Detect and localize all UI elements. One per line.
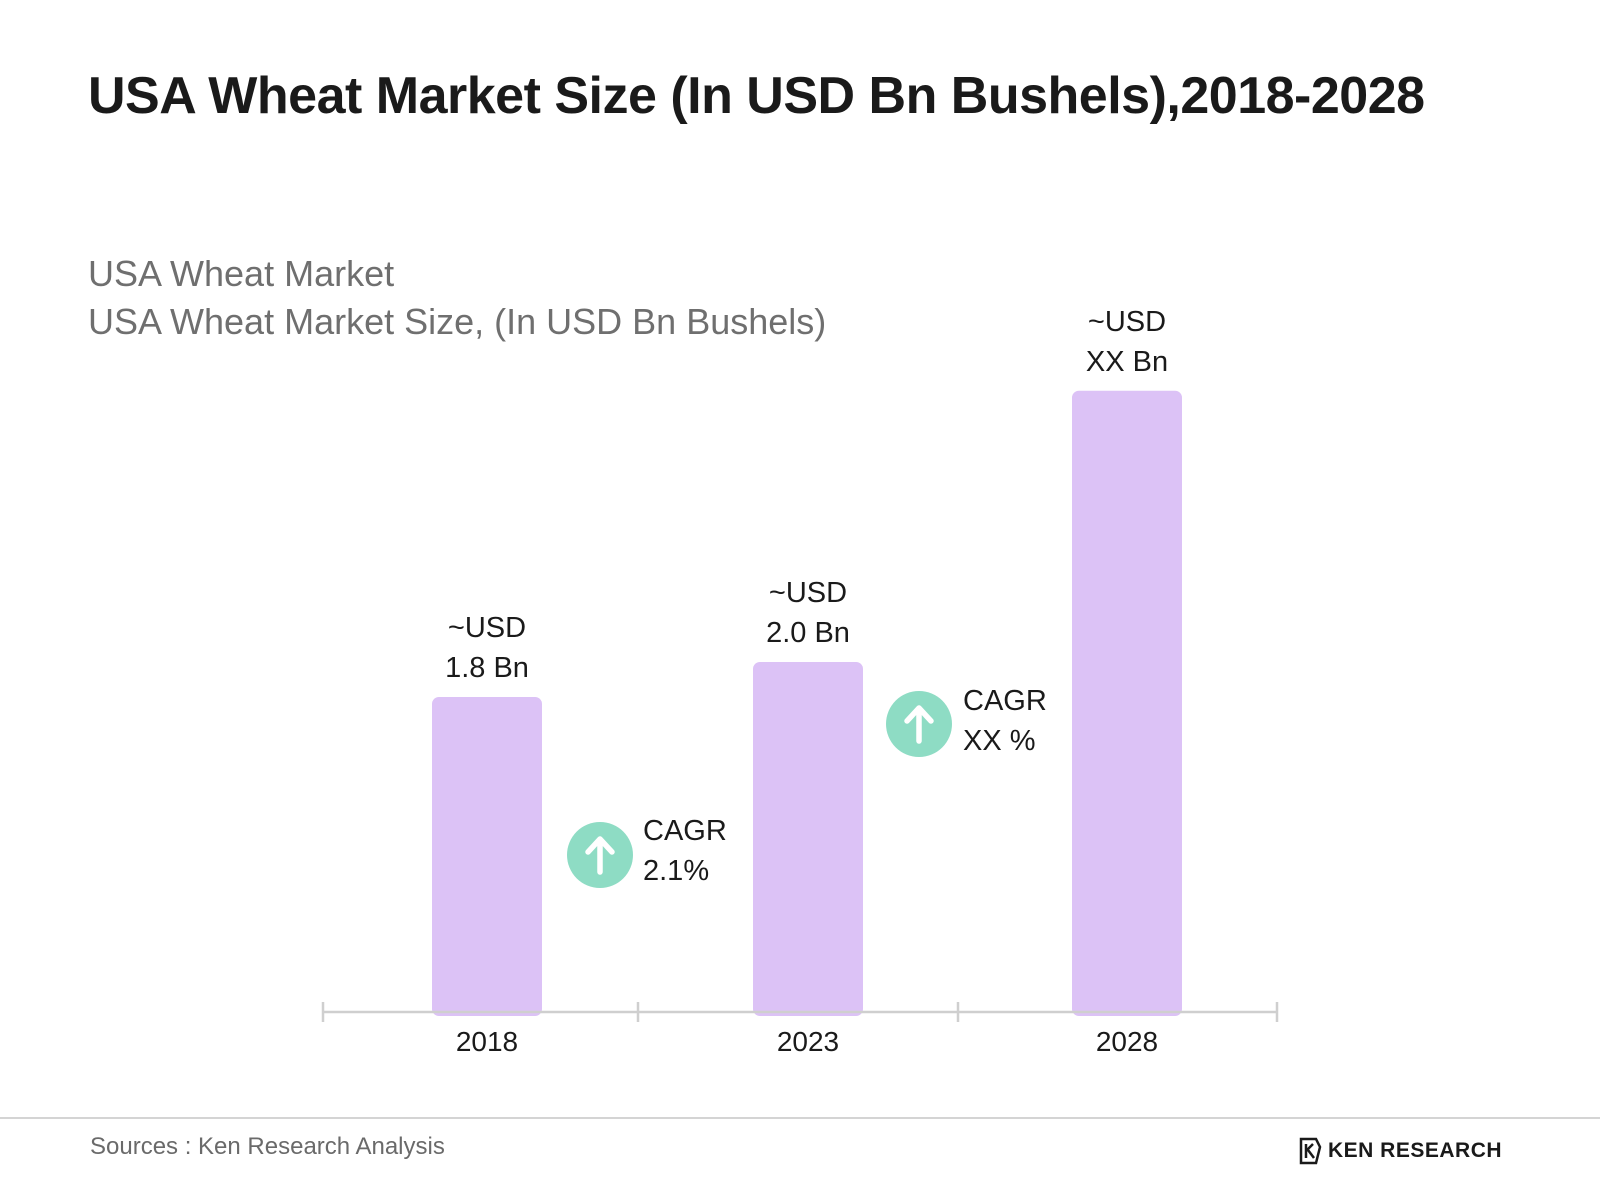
bar xyxy=(432,697,542,1016)
x-tick-label: 2028 xyxy=(1096,1026,1158,1057)
bar-data-label: ~USD 2.0 Bn xyxy=(766,577,850,649)
bar-data-label: ~USD XX Bn xyxy=(1086,306,1168,378)
chart-subtitle: USA Wheat Market USA Wheat Market Size, … xyxy=(88,250,826,346)
brand-name: KEN RESEARCH xyxy=(1328,1139,1503,1162)
bar xyxy=(753,662,863,1016)
x-tick-label: 2018 xyxy=(456,1026,518,1057)
source-note: Sources : Ken Research Analysis xyxy=(90,1133,445,1160)
x-tick-label: 2023 xyxy=(777,1026,839,1057)
ken-research-logo-icon xyxy=(1299,1137,1322,1165)
bar xyxy=(1072,390,1182,1016)
subtitle-line-2: USA Wheat Market Size, (In USD Bn Bushel… xyxy=(88,301,827,342)
page-title: USA Wheat Market Size (In USD Bn Bushels… xyxy=(88,67,1425,125)
cagr-label: CAGR XX % xyxy=(963,685,1047,757)
arrow-up-icon xyxy=(904,705,934,744)
arrow-up-icon xyxy=(585,836,615,875)
bar-data-label: ~USD 1.8 Bn xyxy=(445,612,529,684)
cagr-label: CAGR 2.1% xyxy=(643,815,727,887)
subtitle-line-1: USA Wheat Market xyxy=(88,253,395,294)
footer-divider xyxy=(0,1117,1600,1119)
brand-logo: KEN RESEARCH xyxy=(1298,1137,1502,1165)
